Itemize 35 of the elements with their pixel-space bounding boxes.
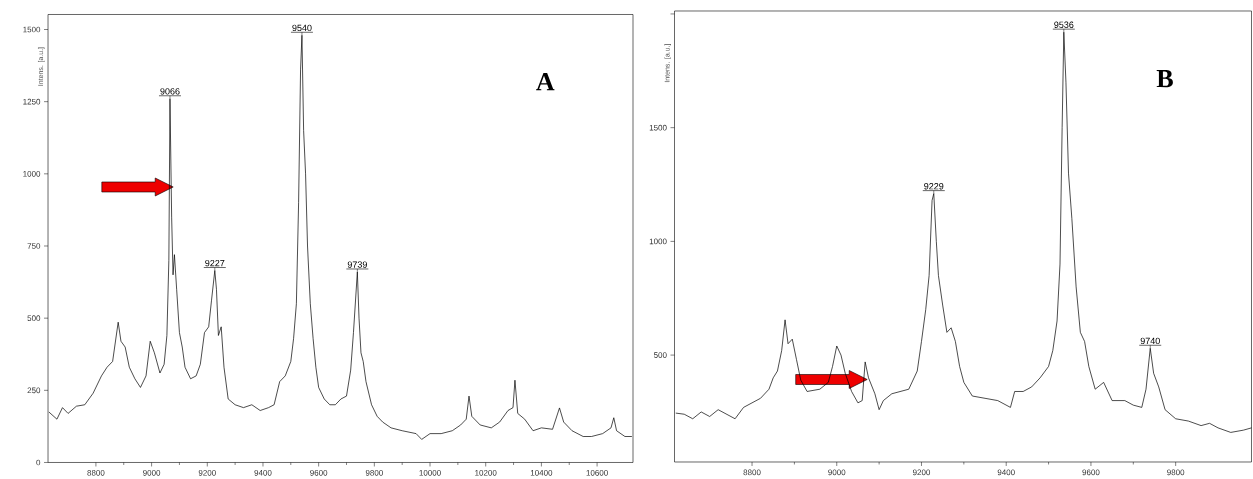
y-tick-label: 250 bbox=[27, 387, 41, 394]
annotation: B bbox=[1156, 70, 1173, 88]
y-tick-label: 1250 bbox=[23, 98, 41, 105]
annotation: 9740 bbox=[1140, 337, 1160, 345]
y-tick-label: 1500 bbox=[23, 26, 41, 33]
y-tick-label: 1000 bbox=[649, 238, 667, 245]
y-tick-label: 1500 bbox=[649, 124, 667, 131]
x-tick-label: 9800 bbox=[1167, 469, 1185, 476]
y-tick-label: 0 bbox=[36, 459, 41, 466]
annotation: 9739 bbox=[347, 261, 367, 268]
y-tick-label: 500 bbox=[27, 315, 41, 321]
x-tick-label: 9600 bbox=[310, 470, 328, 476]
x-tick-label: 10200 bbox=[475, 470, 497, 476]
x-tick-label: 9400 bbox=[997, 469, 1015, 476]
x-tick-label: 9800 bbox=[365, 470, 383, 476]
x-tick-label: 8800 bbox=[87, 470, 105, 476]
y-tick-label: 500 bbox=[653, 352, 667, 358]
y-tick-label: 750 bbox=[27, 243, 41, 249]
x-tick-label: 9600 bbox=[1082, 469, 1100, 476]
x-tick-label: 9400 bbox=[254, 470, 272, 476]
annotation: 9066 bbox=[160, 88, 180, 95]
x-tick-label: 9200 bbox=[912, 469, 931, 476]
annotation: 9229 bbox=[924, 183, 944, 190]
x-tick-label: 9000 bbox=[143, 470, 161, 476]
x-tick-label: 10000 bbox=[419, 470, 441, 476]
x-tick-label: 10400 bbox=[530, 470, 553, 476]
annotation: 9536 bbox=[1054, 21, 1074, 28]
x-tick-label: 8800 bbox=[743, 469, 761, 476]
x-tick-label: 9200 bbox=[198, 470, 216, 476]
y-tick-label: 1000 bbox=[23, 171, 41, 177]
x-tick-label: 10600 bbox=[586, 470, 608, 476]
annotation: 9540 bbox=[292, 24, 312, 32]
annotation: 9227 bbox=[205, 259, 225, 267]
x-tick-label: 9000 bbox=[828, 469, 846, 476]
annotation: A bbox=[536, 73, 555, 91]
